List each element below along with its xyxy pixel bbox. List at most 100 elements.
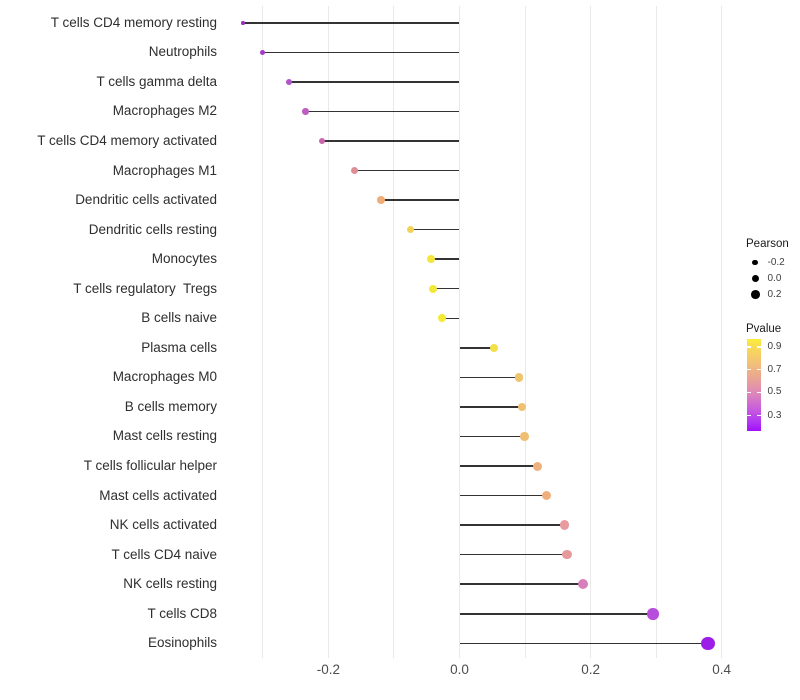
pvalue-colorbar-tick (757, 391, 761, 394)
lollipop-dot (302, 108, 309, 115)
lollipop-dot (241, 21, 245, 25)
lollipop-dot (351, 167, 359, 175)
lollipop-stem (459, 465, 538, 467)
lollipop-stem (459, 406, 522, 408)
lollipop-stem (459, 435, 525, 438)
pearson-legend-label: -0.2 (767, 256, 785, 268)
lollipop-dot (260, 49, 266, 55)
category-label: Dendritic cells resting (88, 221, 217, 237)
category-label: NK cells activated (109, 517, 217, 533)
lollipop-dot (701, 636, 715, 651)
lollipop-stem (459, 524, 565, 526)
lollipop-dot (377, 196, 385, 204)
lollipop-dot (514, 373, 524, 382)
pearson-legend-dot (752, 259, 759, 266)
category-label: Eosinophils (147, 635, 217, 651)
lollipop-dot (517, 402, 527, 412)
pearson-legend-dot (751, 274, 759, 283)
lollipop-stem (459, 613, 653, 615)
pvalue-legend-title: Pvalue (746, 323, 782, 335)
lollipop-dot (490, 343, 499, 352)
category-label: Macrophages M1 (112, 162, 217, 178)
gridline (524, 6, 526, 658)
lollipop-dot (562, 549, 572, 560)
lollipop-dot (286, 78, 293, 85)
lollipop-dot (318, 137, 326, 145)
lollipop-dot (426, 255, 435, 264)
pearson-legend-label: 0.2 (767, 288, 782, 300)
category-label: Neutrophils (148, 44, 217, 60)
x-tick-label: -0.2 (316, 662, 341, 677)
category-label: Monocytes (151, 251, 217, 267)
category-label: T cells CD4 memory activated (37, 132, 217, 148)
x-tick-label: 0.2 (581, 662, 600, 677)
category-label: B cells memory (124, 398, 217, 414)
lollipop-dot (406, 225, 415, 234)
pvalue-colorbar-tick (757, 346, 761, 348)
gridline (262, 6, 264, 658)
lollipop-dot (437, 314, 446, 323)
lollipop-stem (441, 317, 460, 320)
lollipop-stem (459, 376, 520, 379)
x-tick-label: 0.0 (450, 662, 469, 677)
pvalue-colorbar-tick (757, 368, 761, 371)
lollipop-stem (305, 110, 460, 113)
lollipop-dot (559, 520, 570, 530)
lollipop-stem (354, 169, 460, 172)
pvalue-colorbar-tick (747, 414, 751, 417)
lollipop-dot (647, 608, 659, 620)
category-label: T cells CD4 naive (111, 546, 217, 562)
pvalue-legend-label: 0.5 (767, 386, 782, 398)
lollipop-dot (533, 461, 542, 471)
category-label: T cells follicular helper (83, 458, 217, 474)
x-tick-label: 0.4 (712, 662, 732, 677)
pvalue-colorbar (747, 339, 761, 431)
pvalue-colorbar-tick (757, 414, 761, 417)
category-label: T cells regulatory Tregs (73, 280, 217, 296)
gridline (655, 6, 657, 658)
category-label: Dendritic cells activated (75, 192, 217, 208)
pvalue-colorbar-tick (747, 368, 751, 371)
lollipop-stem (459, 347, 495, 349)
gridline (393, 6, 395, 658)
gridline (721, 6, 723, 658)
category-label: T cells CD4 memory resting (50, 14, 217, 30)
category-label: NK cells resting (123, 576, 217, 592)
gridline (459, 6, 460, 658)
lollipop-stem (459, 642, 708, 645)
pvalue-legend-label: 0.3 (767, 409, 782, 421)
lollipop-stem (459, 494, 547, 497)
lollipop-stem (459, 553, 567, 556)
lollipop-stem (321, 140, 460, 142)
lollipop-stem (410, 228, 460, 231)
pearson-legend-label: 0.0 (767, 272, 782, 284)
lollipop-dot (520, 432, 529, 441)
pearson-legend-dot (751, 290, 760, 299)
category-label: T cells gamma delta (96, 73, 217, 89)
lollipop-stem (430, 258, 460, 260)
lollipop-dot (541, 491, 551, 501)
lollipop-stem (459, 583, 584, 585)
category-label: T cells CD8 (147, 605, 217, 621)
pvalue-colorbar-tick (747, 346, 751, 348)
lollipop-stem (380, 199, 460, 201)
category-label: Macrophages M0 (112, 369, 217, 385)
lollipop-stem (243, 22, 460, 24)
lollipop-stem (433, 287, 460, 290)
category-label: Mast cells resting (112, 428, 217, 444)
category-label: B cells naive (141, 310, 217, 326)
pvalue-colorbar-tick (747, 391, 751, 394)
category-label: Macrophages M2 (112, 103, 217, 119)
gridline (327, 6, 329, 658)
gridline (590, 6, 592, 658)
pearson-legend-title: Pearson (746, 238, 789, 250)
pvalue-legend-label: 0.7 (767, 363, 782, 375)
pvalue-legend-label: 0.9 (767, 341, 782, 352)
lollipop-dot (578, 579, 589, 590)
category-label: Mast cells activated (99, 487, 217, 503)
lollipop-dot (429, 284, 438, 293)
category-label: Plasma cells (141, 339, 217, 355)
lollipop-stem (289, 81, 460, 83)
lollipop-stem (262, 51, 460, 54)
